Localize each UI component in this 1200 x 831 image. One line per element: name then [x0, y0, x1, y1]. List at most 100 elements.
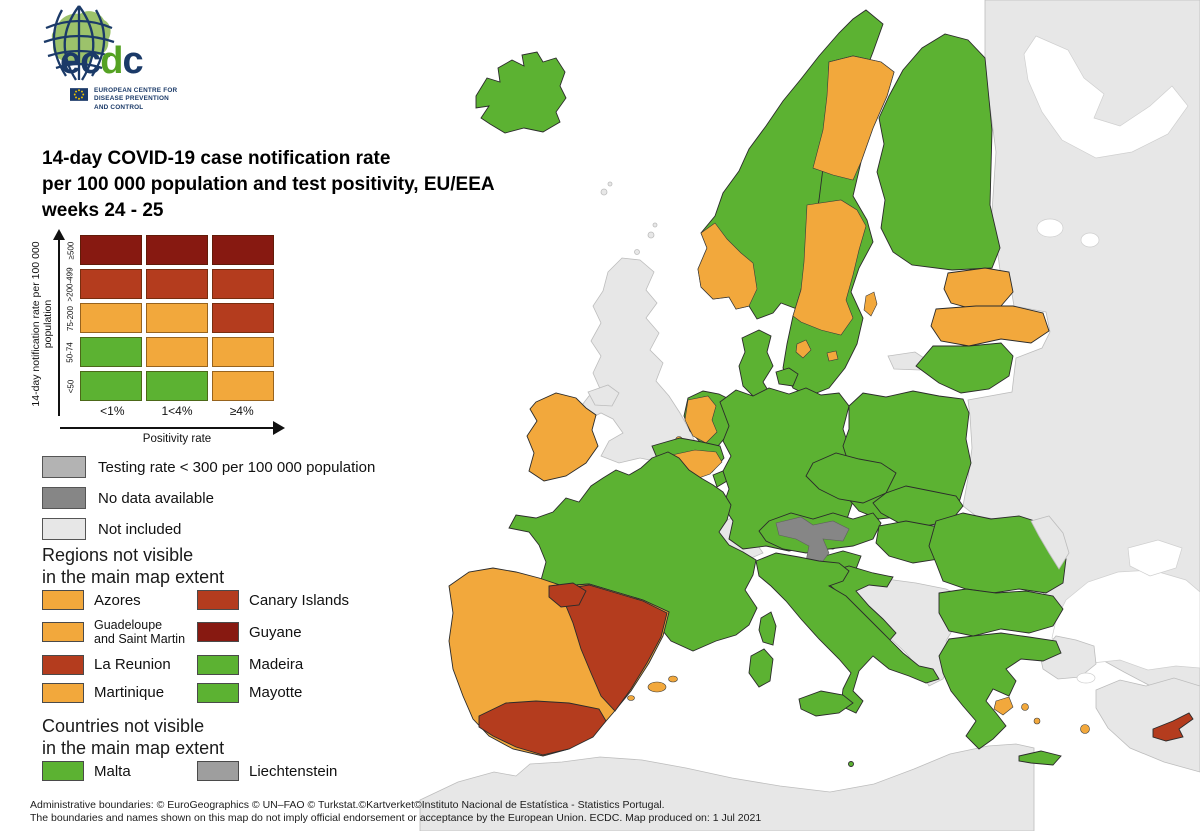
matrix-col-label: 1<4%: [161, 404, 193, 418]
matrix-row-label: 75-200: [66, 305, 76, 331]
legend-label: Liechtenstein: [249, 762, 338, 780]
footer-line-1: Administrative boundaries: © EuroGeograp…: [30, 799, 665, 811]
legend-label: Malta: [94, 762, 131, 780]
org-line: DISEASE PREVENTION: [94, 95, 169, 103]
map-region-ireland: [526, 392, 599, 482]
legend-swatch: [42, 682, 84, 703]
map-region-greek-island-2: [1033, 717, 1041, 725]
matrix-cell-r2-c1: [146, 303, 208, 333]
map-region-faroe-2: [607, 181, 613, 187]
legend-item: Liechtenstein: [197, 761, 387, 781]
matrix-cell-r4-c0: [80, 371, 142, 401]
map-region-iceland: [475, 51, 567, 134]
wordmark-letter: d: [100, 40, 123, 82]
map-title: 14-day COVID-19 case notification rate p…: [42, 146, 495, 224]
x-axis-arrow: [60, 427, 274, 429]
title-line-2: per 100 000 population and test positivi…: [42, 174, 495, 195]
legend-item: Canary Islands: [197, 590, 387, 610]
legend-item: Guyane: [197, 618, 387, 647]
matrix-grid: [80, 235, 274, 401]
matrix-row-label: ≥500: [66, 241, 75, 259]
legend-label: No data available: [98, 489, 214, 507]
countries-heading-line-2: in the main map extent: [42, 738, 225, 758]
matrix-row-label: >200-499: [66, 266, 75, 302]
map-region-sweden-north: [812, 55, 895, 181]
map-region-lake-ladoga: [1036, 218, 1064, 238]
legend-swatch: [197, 622, 239, 643]
legend-swatch: [197, 590, 239, 610]
legend-label: Not included: [98, 520, 182, 538]
map-region-balearic-2: [668, 675, 678, 683]
matrix-x-axis-label: Positivity rate: [142, 433, 212, 445]
matrix-row-label: <50: [65, 379, 75, 393]
matrix-y-axis-label: 14-day notification rate per 100 000 pop…: [30, 241, 54, 407]
matrix-cell-r3-c2: [212, 337, 274, 367]
map-region-white-sea: [1023, 35, 1189, 159]
map-region-crete: [1018, 750, 1062, 766]
map-region-faroe-1: [600, 188, 608, 196]
matrix-cell-r1-c2: [212, 269, 274, 299]
legend-label: Azores: [94, 591, 141, 609]
map-region-sicily: [798, 690, 854, 717]
map-region-latvia: [930, 305, 1050, 347]
map-region-balearic-3: [627, 695, 635, 701]
matrix-row-labels: ≥500 >200-499 75-200 50-74 <50: [63, 235, 78, 405]
regions-heading-line-2: in the main map extent: [42, 567, 225, 587]
legend-label: Testing rate < 300 per 100 000 populatio…: [98, 458, 376, 476]
countries-list: Malta Liechtenstein: [42, 761, 387, 781]
map-region-netherlands-west: [684, 395, 718, 444]
map-region-norway-southwest: [697, 222, 758, 310]
matrix-cell-r4-c1: [146, 371, 208, 401]
org-line: AND CONTROL: [94, 103, 144, 111]
map-region-lithuania: [915, 342, 1014, 394]
map-region-orkney: [634, 249, 640, 255]
ecdc-globe-icon: [43, 5, 115, 81]
legend-swatch: [197, 682, 239, 703]
map-region-italy: [755, 552, 940, 714]
ecdc-logo: ecdc EUROPEAN CENTRE FOR DISEASE PREVENT…: [28, 2, 248, 114]
legend-item: Martinique: [42, 682, 197, 703]
matrix-cell-r3-c1: [146, 337, 208, 367]
map-region-denmark-islands: [775, 367, 799, 387]
map-region-spain-east: [562, 584, 668, 712]
matrix-row-label: 50-74: [66, 341, 75, 363]
footer-line-2: The boundaries and names shown on this m…: [30, 811, 762, 824]
regions-list: Azores Canary Islands Guadeloupe and Saint…: [42, 590, 387, 703]
map-region-gotland: [863, 291, 878, 317]
legend-item: Madeira: [197, 654, 387, 675]
map-region-cyprus: [1152, 712, 1194, 742]
wordmark-letter: ec: [60, 40, 101, 82]
map-region-sea-of-azov: [1127, 539, 1183, 577]
matrix-cell-r2-c0: [80, 303, 142, 333]
map-region-balearic-1: [647, 681, 667, 693]
status-legend: Testing rate < 300 per 100 000 populatio…: [42, 456, 375, 549]
matrix-cell-r0-c0: [80, 235, 142, 265]
regions-heading-line-1: Regions not visible: [42, 545, 194, 565]
map-region-estonia: [943, 267, 1014, 310]
legend-swatch: [42, 518, 86, 540]
map-region-spain-north: [548, 582, 587, 608]
legend-item: Mayotte: [197, 682, 387, 703]
matrix-cell-r4-c2: [212, 371, 274, 401]
legend-item: Guadeloupe and Saint Martin: [42, 618, 197, 647]
map-region-northern-ireland: [587, 384, 620, 407]
status-legend-item: Not included: [42, 518, 375, 540]
map-region-corsica: [758, 611, 777, 646]
legend-item: La Reunion: [42, 654, 197, 675]
map-region-finland: [876, 33, 1001, 271]
map-region-malta: [848, 761, 854, 767]
matrix-col-label: <1%: [100, 404, 125, 418]
map-region-bulgaria: [938, 588, 1064, 637]
map-region-north-africa: [419, 743, 1035, 831]
legend-label: Canary Islands: [249, 591, 350, 609]
legend-swatch: [42, 761, 84, 781]
map-region-copenhagen: [795, 339, 812, 359]
map-region-shetland-1: [647, 231, 655, 239]
regions-section-heading: Regions not visible in the main map exte…: [42, 544, 224, 588]
legend-label: La Reunion: [94, 656, 171, 674]
map-region-greek-island-3: [1080, 724, 1090, 734]
map-region-greece: [938, 632, 1062, 750]
matrix-cell-r1-c0: [80, 269, 142, 299]
